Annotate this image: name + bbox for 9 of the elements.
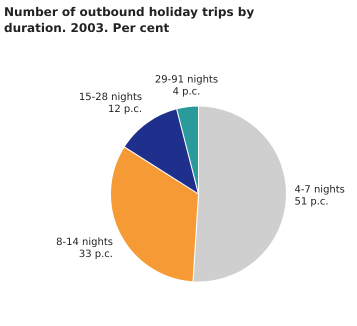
slice-label: 15-28 nights: [78, 92, 142, 103]
data-label: 33 p.c.: [78, 249, 113, 260]
data-label: 4 p.c.: [172, 86, 200, 98]
slice-label: 4-7 nights: [294, 184, 345, 196]
slice-label: 8-14 nights: [56, 237, 113, 248]
data-label: 12 p.c.: [108, 104, 142, 115]
data-label: 51 p.c.: [294, 196, 329, 208]
slice-label: 29-91 nights: [154, 74, 218, 86]
chart-title: Number of outbound holiday trips by duration. 2003. Per cent: [3, 4, 256, 37]
